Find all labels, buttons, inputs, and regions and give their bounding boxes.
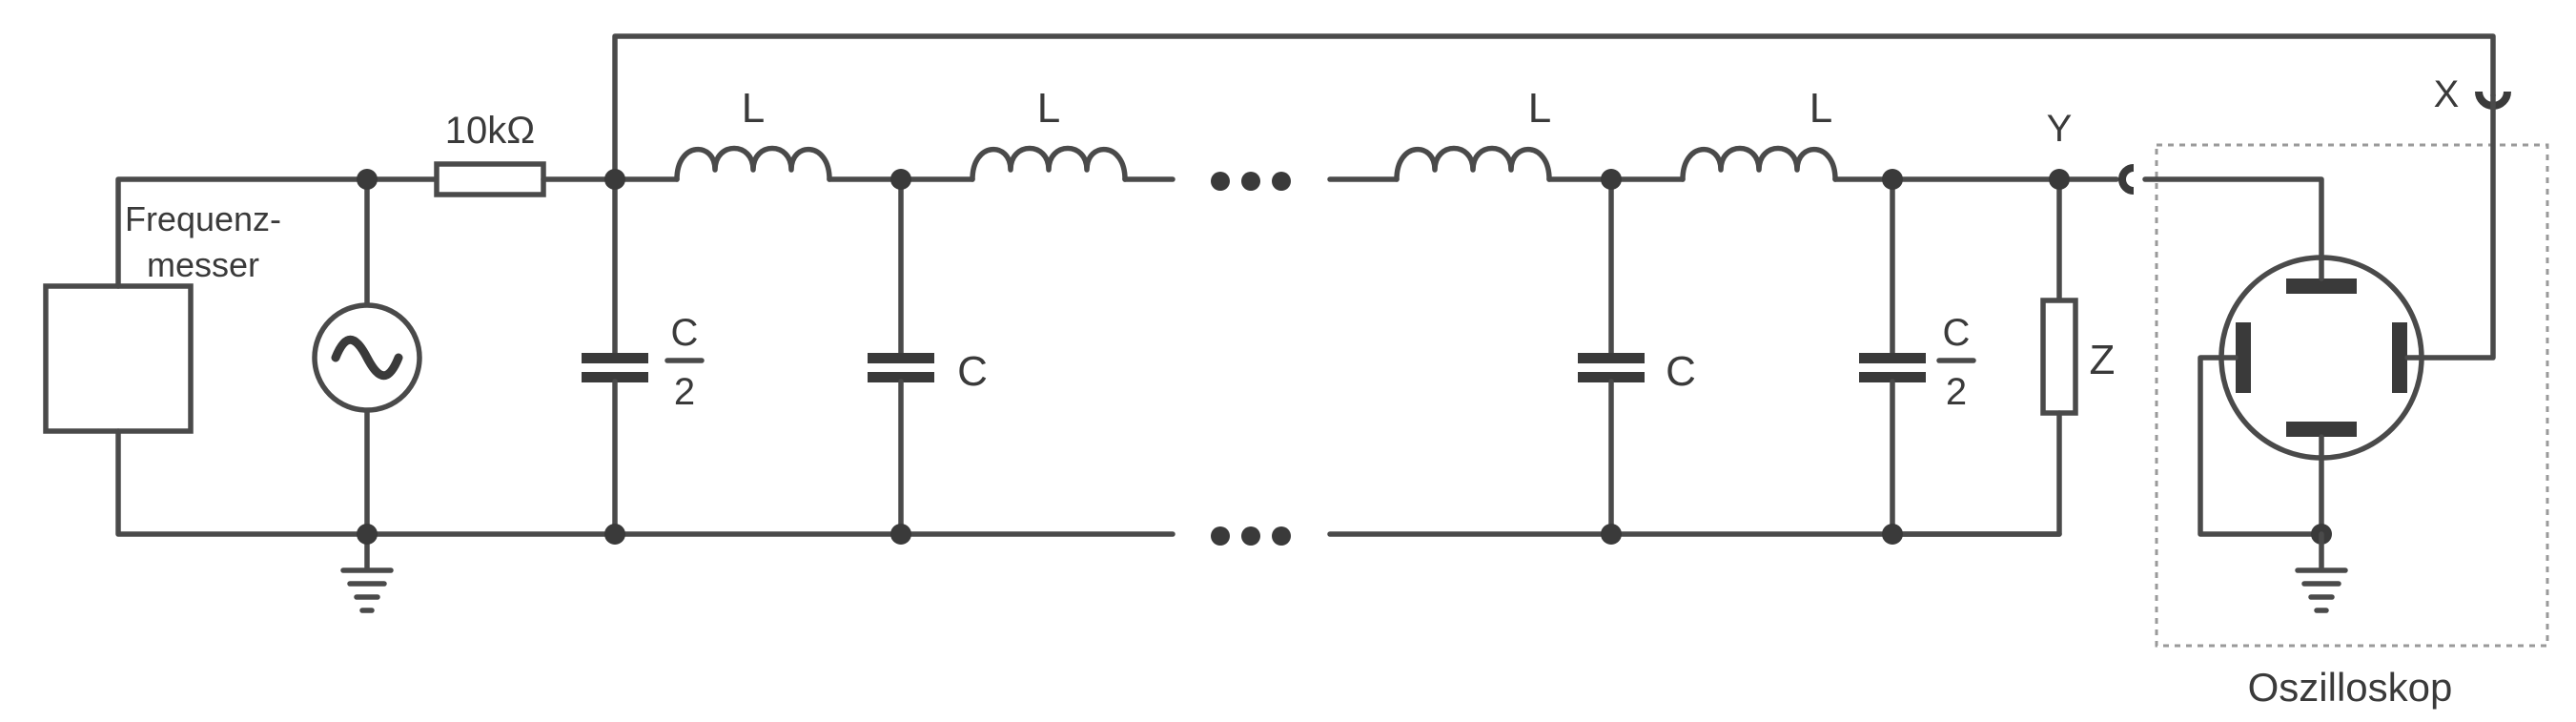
sine-wave-icon <box>331 335 403 381</box>
inductor-icon-3 <box>1394 145 1552 182</box>
half-cap-denominator-1: 2 <box>674 371 695 413</box>
inductor-label-2: L <box>1037 85 1060 132</box>
left-deflection-plate <box>2236 322 2251 393</box>
inductor-label-3: L <box>1528 85 1551 132</box>
oscilloscope-ground-icon <box>2295 531 2348 613</box>
bottom-ellipsis-icon <box>1211 526 1291 546</box>
inductor-label-4: L <box>1809 85 1832 132</box>
ground-icon <box>340 531 394 613</box>
half-cap-denominator-2: 2 <box>1946 371 1967 413</box>
inductor-icon-4 <box>1680 145 1838 182</box>
meter-top-wire <box>115 176 370 289</box>
half-cap-numerator-1: C <box>671 312 699 354</box>
frequency-meter-label-1: Frequenz- <box>125 199 281 238</box>
oscilloscope-dashed-box <box>2155 143 2549 648</box>
oscilloscope-label: Oszilloskop <box>2248 665 2453 710</box>
inductor-label-1: L <box>742 85 765 132</box>
load-label: Z <box>2090 337 2116 383</box>
capacitor-icon-half-1 <box>582 176 648 537</box>
junction-dots <box>357 169 2070 545</box>
capacitor-label-2: C <box>1666 348 1696 395</box>
x-probe-wire <box>612 33 2496 182</box>
inductor-icon-1 <box>674 145 832 182</box>
meter-bottom-wire <box>115 428 370 537</box>
top-ellipsis-icon <box>1211 172 1291 191</box>
y-connector-jack-icon <box>2118 164 2135 195</box>
bottom-deflection-plate <box>2286 422 2357 437</box>
capacitor-label-1: C <box>957 348 988 395</box>
ac-source <box>312 176 422 537</box>
capacitor-icon-half-2 <box>1859 176 1926 537</box>
resistor-label: 10kΩ <box>445 110 535 152</box>
y-input-label: Y <box>2047 108 2073 150</box>
frequency-meter-box <box>43 283 194 434</box>
capacitor-icon-2 <box>1578 176 1645 537</box>
half-cap-numerator-2: C <box>1943 312 1971 354</box>
frequency-meter-label-2: messer <box>147 245 259 284</box>
capacitor-icon-1 <box>868 176 934 537</box>
impedance-icon <box>1890 176 2078 537</box>
x-input-label: X <box>2434 73 2460 115</box>
inductor-icon-2 <box>970 145 1128 182</box>
right-deflection-plate <box>2392 322 2407 393</box>
oscilloscope <box>2142 93 2549 648</box>
frequency-meter: Frequenz- messer <box>43 176 370 537</box>
top-deflection-plate <box>2286 278 2357 294</box>
resistor-icon <box>364 161 618 197</box>
